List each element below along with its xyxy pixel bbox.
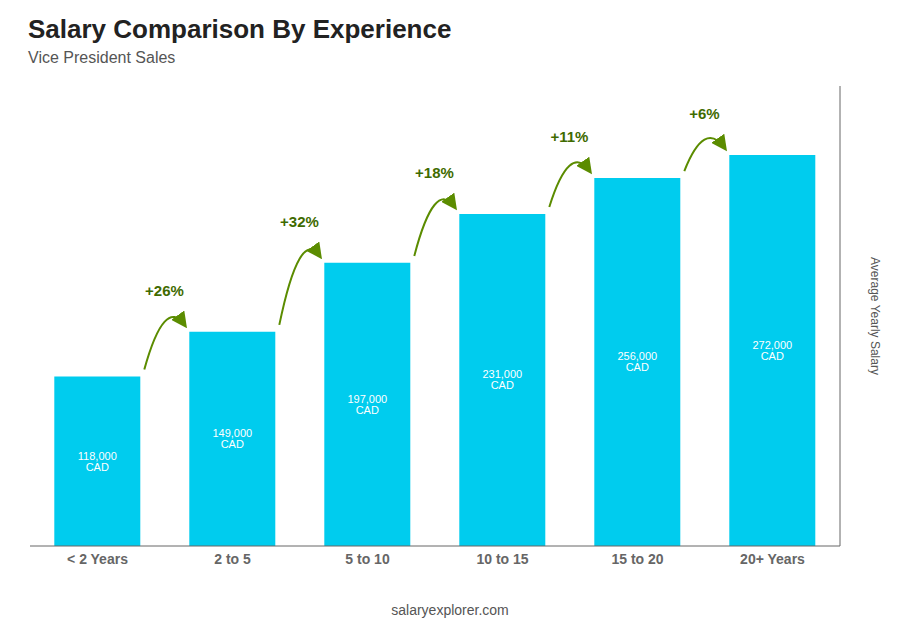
- svg-text:197,000CAD: 197,000CAD: [347, 393, 387, 416]
- svg-text:+11%: +11%: [551, 128, 589, 145]
- svg-text:149,000CAD: 149,000CAD: [212, 427, 252, 450]
- svg-text:Average Yearly Salary: Average Yearly Salary: [868, 257, 882, 375]
- svg-text:256,000CAD: 256,000CAD: [617, 350, 657, 373]
- svg-text:272,000CAD: 272,000CAD: [752, 339, 792, 362]
- svg-text:118,000CAD: 118,000CAD: [78, 450, 117, 473]
- svg-text:+32%: +32%: [280, 213, 319, 230]
- svg-text:+26%: +26%: [145, 282, 184, 299]
- svg-text:231,000CAD: 231,000CAD: [482, 368, 522, 391]
- svg-text:5 to 10: 5 to 10: [345, 551, 390, 567]
- html-text:salaryexplorer.com: salaryexplorer.com: [391, 602, 509, 618]
- svg-text:+6%: +6%: [689, 105, 719, 122]
- svg-text:+18%: +18%: [415, 164, 454, 181]
- svg-text:15 to 20: 15 to 20: [611, 551, 663, 567]
- svg-text:20+ Years: 20+ Years: [740, 551, 805, 567]
- html-text:Salary Comparison By Experienc: Salary Comparison By Experience: [28, 14, 452, 44]
- html-text:Vice President Sales: Vice President Sales: [28, 49, 176, 66]
- svg-text:2 to 5: 2 to 5: [214, 551, 251, 567]
- svg-text:< 2 Years: < 2 Years: [67, 551, 128, 567]
- svg-text:10 to 15: 10 to 15: [476, 551, 528, 567]
